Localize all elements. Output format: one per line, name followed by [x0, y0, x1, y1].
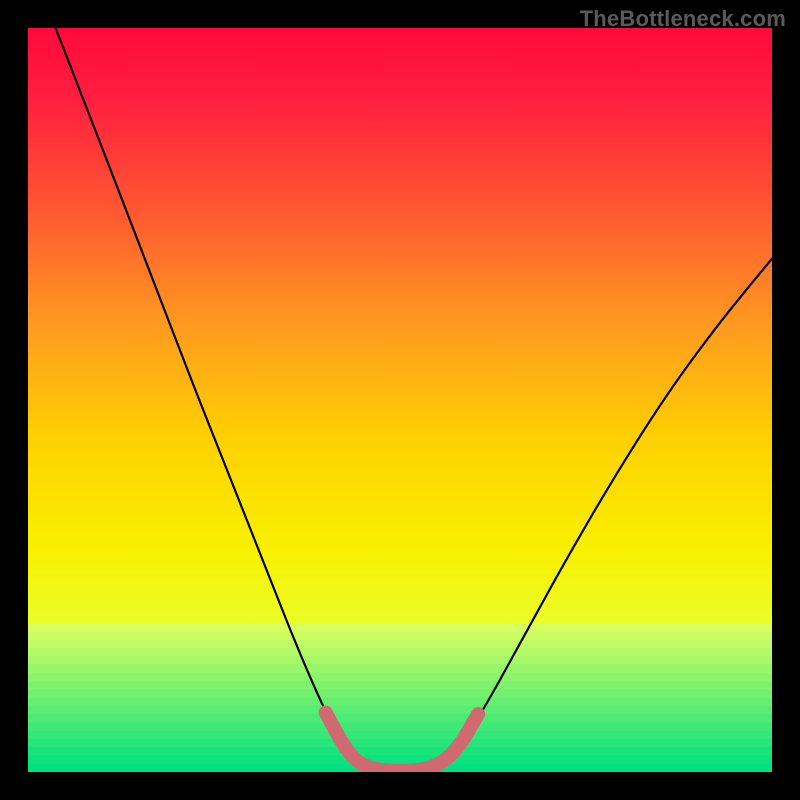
bottom-band-stripe	[28, 656, 772, 665]
bottom-band-stripe	[28, 739, 772, 748]
bottom-band-stripe	[28, 747, 772, 756]
bottom-band-stripe	[28, 706, 772, 715]
plot-area	[28, 28, 772, 772]
bottom-band-stripe	[28, 722, 772, 731]
bottom-band-stripe	[28, 681, 772, 690]
bottom-band-stripe	[28, 714, 772, 723]
bottom-band-stripe	[28, 731, 772, 740]
bottom-band-stripe	[28, 648, 772, 657]
bottom-band-stripe	[28, 640, 772, 649]
bottom-band-stripe	[28, 665, 772, 674]
bottom-band-stripe	[28, 673, 772, 682]
bottom-band-stripe	[28, 689, 772, 698]
bottleneck-chart	[28, 28, 772, 772]
outer-frame: TheBottleneck.com	[0, 0, 800, 800]
watermark-text: TheBottleneck.com	[580, 6, 786, 32]
bottom-band-stripe	[28, 698, 772, 707]
bottom-band-stripe	[28, 755, 772, 764]
bottom-band-stripe	[28, 631, 772, 640]
bottom-band-stripe	[28, 623, 772, 632]
